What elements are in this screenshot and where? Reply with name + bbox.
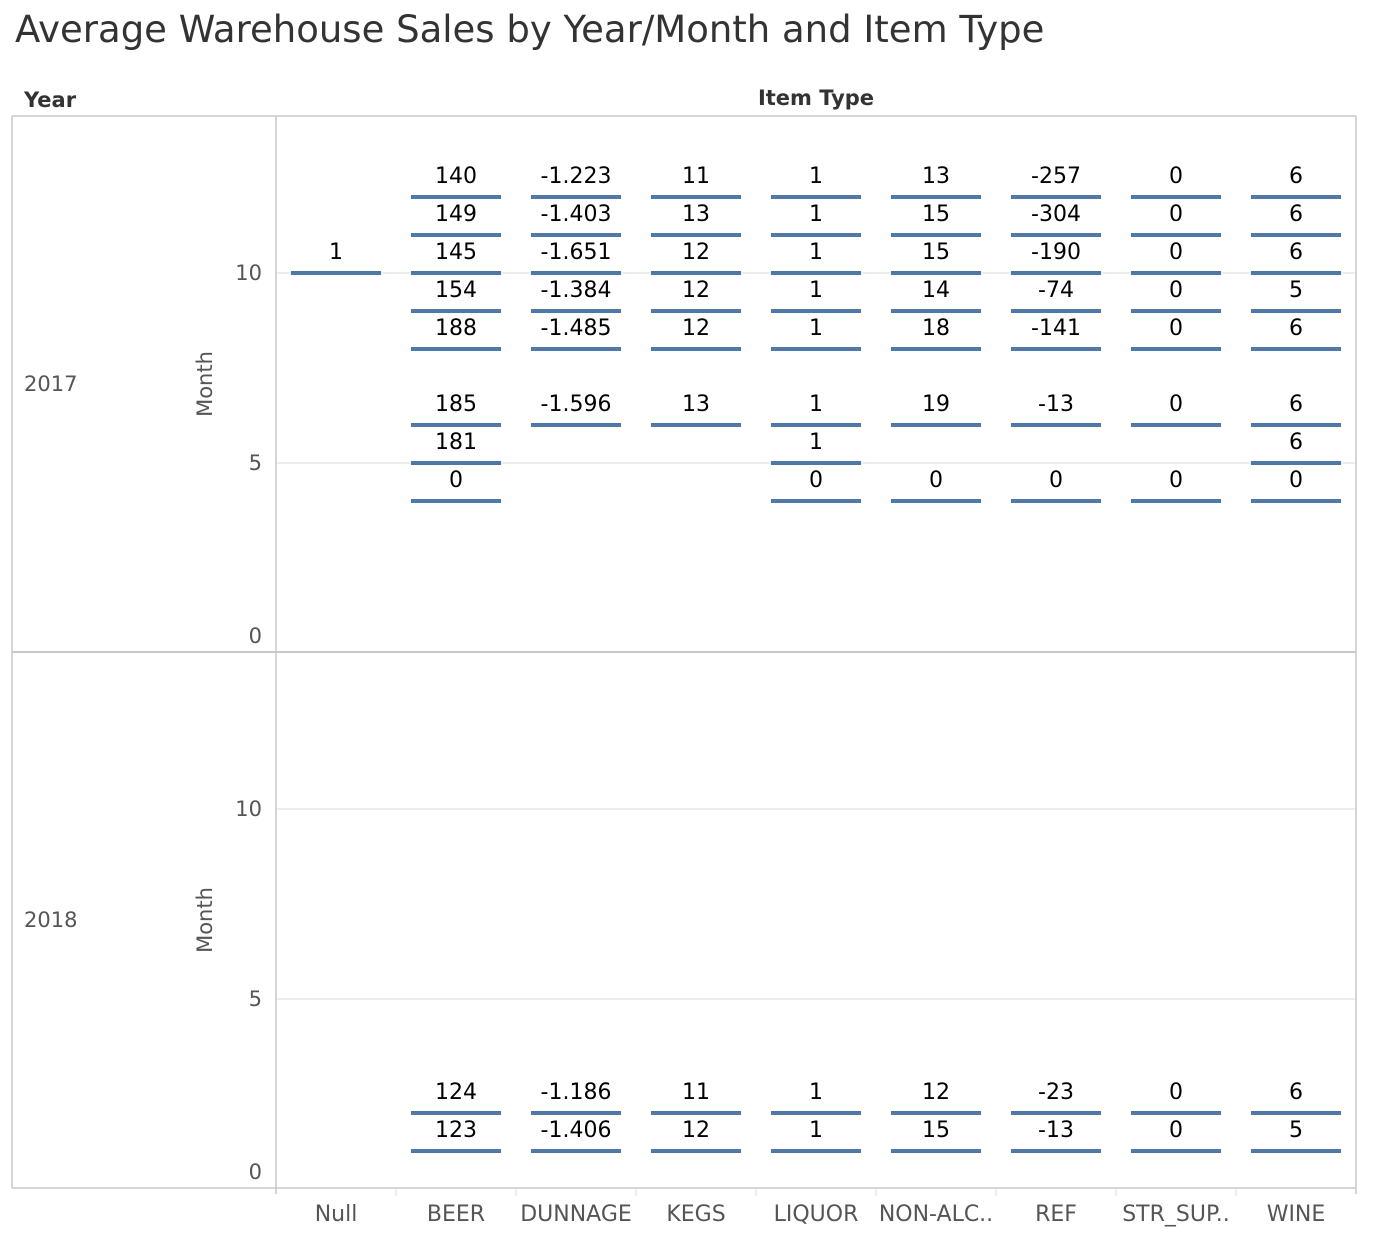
data-label: 0 — [1289, 468, 1303, 493]
y-tick-label: 10 — [235, 261, 262, 285]
data-label: 123 — [435, 1118, 477, 1143]
data-label: 1 — [809, 1118, 823, 1143]
y-axis-title: Month — [193, 351, 217, 417]
data-label: -1.223 — [541, 164, 612, 189]
data-label: 181 — [435, 430, 477, 455]
data-label: -1.485 — [541, 316, 612, 341]
data-label: 6 — [1289, 392, 1303, 417]
y-axis-title: Month — [193, 887, 217, 953]
data-label: -190 — [1031, 240, 1081, 265]
data-label: -304 — [1031, 202, 1081, 227]
y-tick-label: 5 — [249, 987, 262, 1011]
data-label: -141 — [1031, 316, 1081, 341]
data-label: 12 — [922, 1080, 950, 1105]
data-label: 0 — [1049, 468, 1063, 493]
data-label: 1 — [329, 240, 343, 265]
data-label: 6 — [1289, 240, 1303, 265]
data-label: 1 — [809, 430, 823, 455]
year-label-2017: 2017 — [24, 372, 77, 396]
data-label: 1 — [809, 202, 823, 227]
data-label: 0 — [1169, 1118, 1183, 1143]
data-label: 18 — [922, 316, 950, 341]
year-label-2018: 2018 — [24, 908, 77, 932]
x-tick-label: NON-ALC.. — [879, 1202, 993, 1227]
data-label: 12 — [682, 1118, 710, 1143]
data-label: 5 — [1289, 1118, 1303, 1143]
x-tick-label: STR_SUP.. — [1122, 1202, 1230, 1227]
data-label: 1 — [809, 392, 823, 417]
data-label: -13 — [1038, 392, 1074, 417]
data-label: -1.403 — [541, 202, 612, 227]
column-header-item-type: Item Type — [758, 86, 874, 110]
data-label: -74 — [1038, 278, 1074, 303]
data-label: 0 — [1169, 278, 1183, 303]
data-label: 5 — [1289, 278, 1303, 303]
data-label: 0 — [1169, 392, 1183, 417]
y-tick-label: 5 — [249, 451, 262, 475]
data-label: 0 — [1169, 202, 1183, 227]
data-label: 6 — [1289, 316, 1303, 341]
data-label: 0 — [809, 468, 823, 493]
x-tick-label: DUNNAGE — [520, 1202, 632, 1227]
data-label: -1.186 — [541, 1080, 612, 1105]
data-label: 140 — [435, 164, 477, 189]
data-label: 1 — [809, 278, 823, 303]
data-label: -1.406 — [541, 1118, 612, 1143]
data-label: 12 — [682, 240, 710, 265]
data-label: 0 — [1169, 468, 1183, 493]
data-label: 154 — [435, 278, 477, 303]
data-label: 0 — [929, 468, 943, 493]
y-tick-label: 0 — [249, 1160, 262, 1184]
data-label: 6 — [1289, 430, 1303, 455]
y-tick-label: 0 — [249, 624, 262, 648]
data-label: 0 — [1169, 164, 1183, 189]
data-label: 1 — [809, 164, 823, 189]
data-label: 13 — [682, 202, 710, 227]
data-label: 19 — [922, 392, 950, 417]
data-label: 1 — [809, 1080, 823, 1105]
data-label: 188 — [435, 316, 477, 341]
data-label: 0 — [449, 468, 463, 493]
data-label: -1.384 — [541, 278, 612, 303]
data-label: 6 — [1289, 1080, 1303, 1105]
data-label: 0 — [1169, 240, 1183, 265]
data-label: 185 — [435, 392, 477, 417]
data-label: 15 — [922, 202, 950, 227]
row-header-year: Year — [23, 88, 77, 112]
x-tick-label: Null — [315, 1202, 358, 1227]
data-label: 15 — [922, 1118, 950, 1143]
x-tick-label: KEGS — [666, 1202, 725, 1227]
data-label: 13 — [682, 392, 710, 417]
x-tick-label: LIQUOR — [774, 1202, 859, 1227]
x-tick-label: WINE — [1267, 1202, 1326, 1227]
data-label: -1.596 — [541, 392, 612, 417]
data-label: 11 — [682, 1080, 710, 1105]
data-label: -1.651 — [541, 240, 612, 265]
data-label: -23 — [1038, 1080, 1074, 1105]
data-label: 1 — [809, 316, 823, 341]
x-tick-label: REF — [1035, 1202, 1077, 1227]
x-tick-label: BEER — [427, 1202, 485, 1227]
data-label: -257 — [1031, 164, 1081, 189]
data-label: 12 — [682, 278, 710, 303]
data-label: 149 — [435, 202, 477, 227]
page-title: Average Warehouse Sales by Year/Month an… — [15, 8, 1045, 51]
data-label: 0 — [1169, 316, 1183, 341]
data-label: 1 — [809, 240, 823, 265]
data-label: -13 — [1038, 1118, 1074, 1143]
data-label: 14 — [922, 278, 950, 303]
data-label: 124 — [435, 1080, 477, 1105]
data-label: 6 — [1289, 202, 1303, 227]
data-label: 145 — [435, 240, 477, 265]
data-label: 11 — [682, 164, 710, 189]
y-tick-label: 10 — [235, 797, 262, 821]
data-label: 0 — [1169, 1080, 1183, 1105]
data-label: 12 — [682, 316, 710, 341]
data-label: 15 — [922, 240, 950, 265]
data-label: 13 — [922, 164, 950, 189]
data-label: 6 — [1289, 164, 1303, 189]
